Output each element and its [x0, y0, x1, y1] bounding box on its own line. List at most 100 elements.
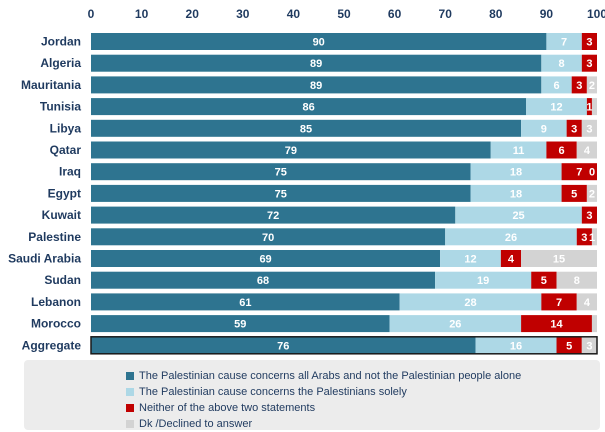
- x-tick-label: 60: [388, 7, 402, 21]
- category-label: Mauritania: [21, 78, 81, 92]
- bar-segment: [521, 250, 597, 267]
- x-tick-label: 40: [287, 7, 301, 21]
- legend-label: Neither of the above two statements: [139, 402, 316, 414]
- bar-segment: [591, 315, 597, 333]
- data-label: 3: [586, 210, 592, 222]
- data-label: 5: [541, 275, 547, 287]
- bar-segment: [561, 184, 587, 202]
- data-label: 18: [510, 167, 522, 179]
- bar-segment: [91, 184, 471, 202]
- data-label: 85: [300, 123, 312, 135]
- data-label: 72: [267, 210, 279, 222]
- bar-segment: [91, 250, 441, 267]
- bar-segment: [490, 141, 547, 159]
- bar-segment: [440, 250, 501, 267]
- bar-segment: [455, 206, 582, 224]
- bar-segment: [445, 228, 577, 246]
- data-label: 7: [561, 37, 567, 49]
- bar-segment: [566, 119, 582, 137]
- data-label: 86: [302, 102, 314, 114]
- category-label: Libya: [50, 121, 82, 135]
- bar-segment: [541, 54, 582, 72]
- category-label: Egypt: [48, 186, 81, 200]
- data-label: 1: [586, 102, 592, 114]
- data-label: 9: [541, 123, 547, 135]
- x-tick-label: 100: [587, 7, 605, 21]
- bar-segment: [531, 271, 557, 289]
- data-label: 70: [262, 232, 274, 244]
- bar-segment: [586, 184, 597, 202]
- data-label: 75: [275, 188, 287, 200]
- bar-segment: [91, 98, 527, 116]
- legend-list: The Palestinian cause concerns all Arabs…: [126, 368, 521, 432]
- data-label: 28: [464, 297, 476, 309]
- x-tick-label: 20: [186, 7, 200, 21]
- bar-segment: [581, 54, 597, 72]
- category-label: Tunisia: [40, 100, 81, 114]
- bar-segment: [546, 33, 582, 50]
- bar-segment: [435, 271, 532, 289]
- data-label: 61: [239, 297, 251, 309]
- data-label: 19: [477, 275, 489, 287]
- legend-label: The Palestinian cause concerns the Pales…: [139, 386, 407, 398]
- category-label: Algeria: [40, 56, 81, 70]
- bar-segment: [91, 76, 542, 94]
- bar-segment: [581, 206, 597, 224]
- bar-segment: [591, 228, 597, 246]
- data-label: 79: [285, 145, 297, 157]
- data-label: 0: [589, 167, 595, 179]
- category-label: Aggregate: [22, 338, 82, 352]
- bar-segment: [91, 141, 491, 159]
- data-label: 3: [576, 80, 582, 92]
- bar-segment: [581, 119, 597, 137]
- data-label: 1: [589, 232, 595, 244]
- data-label: 7: [576, 167, 582, 179]
- data-label: 6: [553, 80, 559, 92]
- legend-item: The Palestinian cause concerns all Arabs…: [126, 368, 521, 384]
- data-label: 6: [559, 145, 565, 157]
- category-label: Morocco: [31, 317, 81, 331]
- x-tick-label: 90: [540, 7, 554, 21]
- data-label: 14: [550, 319, 563, 331]
- data-label: 69: [259, 254, 271, 266]
- data-label: 26: [449, 319, 461, 331]
- data-label: 90: [313, 37, 325, 49]
- data-label: 3: [586, 123, 592, 135]
- bar-segment: [521, 315, 592, 333]
- bar-segment: [556, 271, 597, 289]
- x-tick-label: 70: [439, 7, 453, 21]
- legend-swatch: [126, 372, 134, 380]
- x-tick-label: 30: [236, 7, 250, 21]
- bar-segment: [576, 141, 597, 159]
- bar-segment: [546, 141, 577, 159]
- data-label: 3: [586, 37, 592, 49]
- data-label: 3: [571, 123, 577, 135]
- bar-segment: [571, 76, 587, 94]
- bar-segment: [470, 163, 562, 181]
- legend: The Palestinian cause concerns all Arabs…: [24, 360, 600, 430]
- category-label: Saudi Arabia: [8, 252, 81, 266]
- bar-segment: [91, 228, 446, 246]
- legend-swatch: [126, 420, 134, 428]
- legend-label: Dk /Declined to answer: [139, 418, 253, 430]
- legend-item: Dk /Declined to answer: [126, 416, 521, 432]
- bar-segment: [541, 76, 572, 94]
- bar-segment: [586, 98, 592, 116]
- data-label: 76: [277, 340, 289, 352]
- data-label: 11: [513, 145, 525, 157]
- data-label: 2: [589, 188, 595, 200]
- data-label: 12: [464, 254, 476, 266]
- x-tick-label: 0: [88, 7, 95, 21]
- legend-swatch: [126, 404, 134, 412]
- data-label: 59: [234, 319, 246, 331]
- aggregate-outline: [90, 336, 598, 355]
- category-label: Jordan: [41, 35, 81, 49]
- data-label: 4: [508, 254, 515, 266]
- legend-item: Neither of the above two statements: [126, 400, 521, 416]
- bar-segment: [526, 98, 587, 116]
- data-label: 18: [510, 188, 522, 200]
- bar-segment: [91, 293, 400, 311]
- data-label: 3: [581, 232, 587, 244]
- bar-segment: [475, 336, 557, 354]
